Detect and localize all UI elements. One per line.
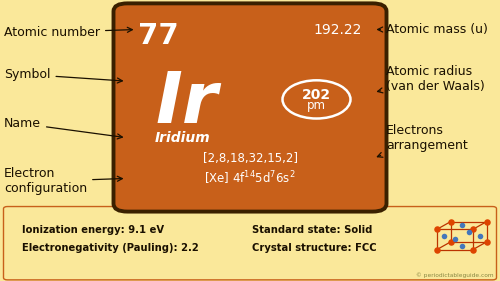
Text: $\mathregular{[Xe]\ 4f^{14}5d^{7}6s^{2}}$: $\mathregular{[Xe]\ 4f^{14}5d^{7}6s^{2}}… [204, 169, 296, 187]
FancyBboxPatch shape [114, 3, 386, 212]
Text: Standard state: Solid: Standard state: Solid [252, 225, 373, 235]
Point [451, 237, 459, 242]
Point [440, 233, 448, 238]
Point [446, 240, 454, 244]
Text: © periodictableguide.com: © periodictableguide.com [416, 273, 494, 278]
Text: Symbol: Symbol [4, 68, 122, 83]
Text: Name: Name [4, 117, 122, 139]
Text: Ir: Ir [155, 69, 218, 138]
Text: [2,8,18,32,15,2]: [2,8,18,32,15,2] [202, 152, 298, 165]
Point [476, 233, 484, 238]
Point [482, 219, 490, 224]
Point [464, 230, 472, 234]
Text: Iridium: Iridium [155, 131, 210, 145]
Point [433, 247, 441, 252]
Text: Atomic mass (u): Atomic mass (u) [378, 23, 488, 36]
Text: Electrons
arrangement: Electrons arrangement [378, 124, 468, 157]
Text: Atomic radius
(van der Waals): Atomic radius (van der Waals) [378, 65, 485, 93]
Point [458, 243, 466, 248]
Text: Electron
configuration: Electron configuration [4, 167, 122, 195]
FancyBboxPatch shape [4, 207, 496, 280]
Text: Ionization energy: 9.1 eV: Ionization energy: 9.1 eV [22, 225, 165, 235]
Text: 77: 77 [138, 22, 179, 50]
Point [458, 223, 466, 228]
Text: Atomic number: Atomic number [4, 26, 132, 39]
Point [433, 227, 441, 232]
Point [469, 227, 477, 232]
Point [469, 247, 477, 252]
Text: pm: pm [307, 99, 326, 112]
Point [446, 219, 454, 224]
Text: 192.22: 192.22 [313, 23, 362, 37]
Text: 202: 202 [302, 88, 331, 102]
Text: Electronegativity (Pauling): 2.2: Electronegativity (Pauling): 2.2 [22, 243, 199, 253]
Text: Crystal structure: FCC: Crystal structure: FCC [252, 243, 377, 253]
Point [482, 240, 490, 244]
